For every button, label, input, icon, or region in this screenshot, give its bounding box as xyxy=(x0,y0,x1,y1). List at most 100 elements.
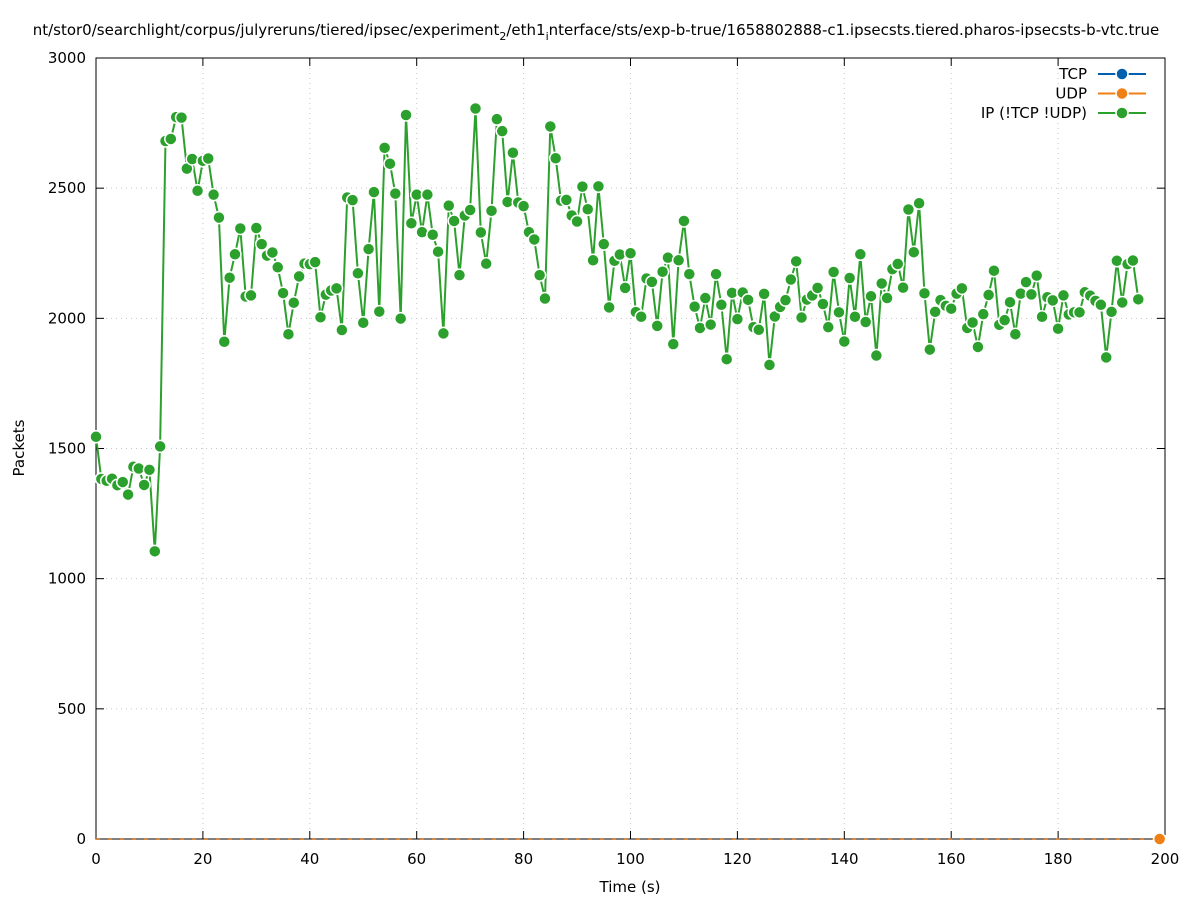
legend-marker xyxy=(1115,86,1129,101)
data-point xyxy=(1094,298,1108,312)
data-point xyxy=(682,267,697,281)
data-point xyxy=(757,287,771,301)
data-point xyxy=(431,244,445,259)
data-point xyxy=(1008,327,1023,341)
data-point xyxy=(719,352,734,366)
data-point xyxy=(618,281,632,295)
data-point xyxy=(425,228,440,242)
data-point xyxy=(447,214,461,228)
data-point xyxy=(420,187,435,202)
data-point xyxy=(896,280,910,295)
legend-label: IP (!TCP !UDP) xyxy=(981,104,1087,122)
data-point xyxy=(543,119,558,134)
data-point xyxy=(1024,287,1039,302)
data-point xyxy=(1046,293,1060,308)
data-point xyxy=(270,260,285,275)
data-point xyxy=(858,315,873,329)
data-point xyxy=(698,291,713,305)
data-point xyxy=(442,198,456,213)
x-tick-label: 0 xyxy=(91,850,101,868)
data-point xyxy=(137,478,151,492)
data-point xyxy=(153,439,167,454)
data-point xyxy=(308,255,322,269)
data-point xyxy=(965,315,980,330)
data-point xyxy=(842,271,857,285)
data-point xyxy=(1051,321,1065,336)
x-tick-label: 20 xyxy=(193,850,212,868)
data-point xyxy=(987,263,1001,278)
data-point xyxy=(997,313,1012,327)
data-point xyxy=(666,337,681,351)
data-point xyxy=(1072,305,1087,320)
data-point xyxy=(212,210,226,225)
data-point xyxy=(848,310,862,324)
data-point xyxy=(655,264,670,279)
data-point xyxy=(404,216,419,231)
data-point xyxy=(880,291,894,305)
data-point xyxy=(115,475,130,489)
data-point xyxy=(249,221,264,235)
data-point xyxy=(869,348,884,363)
data-point xyxy=(287,295,301,310)
data-point xyxy=(810,281,825,295)
data-point xyxy=(981,288,996,302)
data-point xyxy=(265,245,280,260)
data-point xyxy=(479,256,493,271)
data-point xyxy=(741,293,755,307)
data-point xyxy=(826,265,841,279)
axis-ticks: 0 500 1000 1500 2000 2500 3000 0 20 40 60 80 100 120 1… xyxy=(48,49,1180,868)
data-point xyxy=(1115,295,1129,310)
data-point xyxy=(313,310,328,325)
data-point xyxy=(201,151,215,166)
y-tick-label: 2000 xyxy=(48,309,86,327)
data-point xyxy=(527,232,542,247)
data-point xyxy=(586,253,600,268)
data-point xyxy=(164,132,178,146)
data-point xyxy=(89,430,103,444)
data-point xyxy=(853,247,868,262)
data-point xyxy=(281,327,296,341)
chart-title-part: nterface/sts/exp-b-true/1658802888-c1.ip… xyxy=(549,21,1160,39)
data-point xyxy=(142,463,157,477)
data-point xyxy=(671,253,686,268)
data-point xyxy=(1131,292,1146,307)
data-point xyxy=(393,311,408,326)
data-point xyxy=(928,305,942,319)
data-point xyxy=(276,286,290,300)
y-tick-label: 0 xyxy=(76,830,86,848)
chart-title-part: /eth1 xyxy=(506,21,545,39)
data-point xyxy=(634,310,648,324)
data-point xyxy=(580,202,595,217)
data-point xyxy=(832,305,846,320)
data-point xyxy=(901,202,916,217)
data-point xyxy=(971,340,985,354)
data-point xyxy=(778,293,793,307)
data-point xyxy=(1019,275,1033,289)
data-point xyxy=(816,297,830,311)
legend-label: TCP xyxy=(1058,65,1087,83)
data-point xyxy=(597,237,611,251)
y-tick-label: 500 xyxy=(57,700,86,718)
data-point xyxy=(709,267,723,281)
y-tick-label: 1000 xyxy=(48,570,86,588)
data-point xyxy=(559,193,574,207)
data-point xyxy=(361,242,376,256)
x-tick-label: 160 xyxy=(937,850,966,868)
data-point xyxy=(532,268,547,282)
data-point xyxy=(121,487,135,502)
data-point xyxy=(206,187,221,202)
data-point xyxy=(677,214,691,228)
x-tick-label: 180 xyxy=(1044,850,1073,868)
data-point xyxy=(356,316,370,330)
data-point xyxy=(762,358,777,372)
data-point xyxy=(650,319,664,333)
chart-title-part: 2 xyxy=(499,30,506,43)
x-tick-label: 80 xyxy=(514,850,533,868)
data-point xyxy=(1099,350,1113,365)
data-point xyxy=(484,204,499,218)
data-point xyxy=(516,199,531,213)
x-axis-label: Time (s) xyxy=(599,878,661,896)
data-point xyxy=(912,196,926,211)
